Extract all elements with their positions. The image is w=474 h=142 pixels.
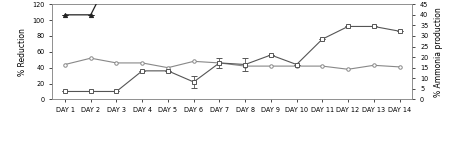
- Y-axis label: % Reduction: % Reduction: [18, 28, 27, 76]
- Y-axis label: % Ammonia production: % Ammonia production: [434, 7, 443, 97]
